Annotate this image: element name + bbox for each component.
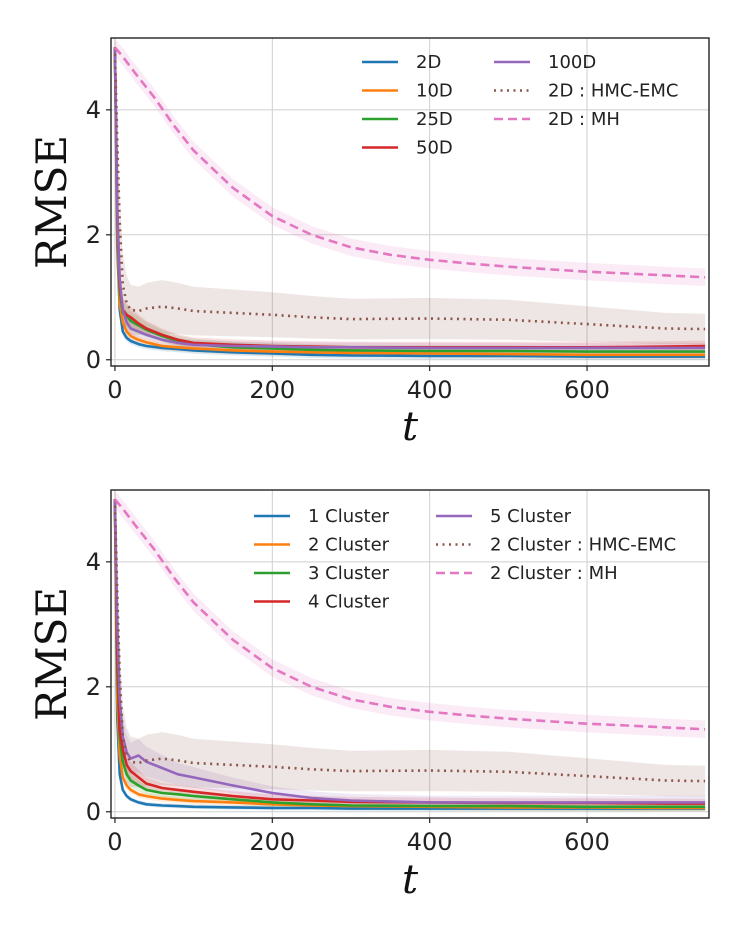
x-tick-label: 200 (249, 376, 295, 404)
confidence-band (114, 38, 706, 286)
top-panel-rmse-by-dimension: 0 200 400 600 0 2 4 RMSE t 2D 10D 25D 50D 100D 2D : HM… (27, 37, 710, 450)
series-line (113, 499, 706, 809)
legend-label: 2D (416, 52, 441, 73)
x-tick-label: 400 (407, 828, 453, 856)
legend-label: 4 Cluster (308, 592, 390, 613)
legend-label: 2D : HMC-EMC (548, 81, 678, 102)
x-axis-label: t (402, 404, 419, 450)
legend-label: 5 Cluster (490, 506, 572, 527)
legend-label: 2D : MH (548, 109, 620, 130)
series-line (113, 47, 706, 358)
series-line (113, 499, 706, 804)
confidence-band (114, 490, 706, 738)
legend-label: 10D (416, 81, 453, 102)
x-tick-label: 200 (249, 828, 295, 856)
confidence-band (114, 38, 706, 345)
y-tick-label: 4 (86, 96, 101, 124)
y-tick-label: 0 (86, 346, 101, 374)
y-tick-label: 2 (86, 673, 101, 701)
y-tick-label: 4 (86, 548, 101, 576)
x-tick-label: 0 (107, 376, 122, 404)
y-tick-label: 0 (86, 798, 101, 826)
axes-frame (110, 37, 710, 367)
x-axis-label: t (402, 857, 419, 903)
series-line (113, 46, 706, 279)
legend-label: 2 Cluster : MH (490, 563, 618, 584)
legend-label: 3 Cluster (308, 563, 390, 584)
series-line (113, 47, 706, 350)
axes-frame (110, 489, 710, 819)
confidence-band (114, 490, 706, 809)
x-tick-label: 0 (107, 828, 122, 856)
y-axis-label: RMSE (27, 587, 76, 721)
legend: 2D 10D 25D 50D 100D 2D : HMC-EMC 2D : MH (362, 52, 678, 159)
legend-label: 25D (416, 109, 453, 130)
series-line (113, 47, 706, 357)
legend-label: 50D (416, 138, 453, 159)
series-line (113, 47, 706, 331)
legend-label: 2 Cluster : HMC-EMC (490, 535, 676, 556)
confidence-band (114, 490, 706, 797)
plot-area (113, 490, 706, 812)
x-tick-label: 400 (407, 376, 453, 404)
y-tick-label: 2 (86, 221, 101, 249)
legend: 1 Cluster 2 Cluster 3 Cluster 4 Cluster 5 Cl… (254, 506, 676, 613)
bottom-panel-rmse-by-cluster: 0 200 400 600 0 2 4 RMSE t 1 Cluster 2 Cluster 3 Cl… (27, 489, 710, 903)
series-line (113, 498, 706, 731)
y-axis-label: RMSE (27, 135, 76, 269)
series-line (113, 499, 706, 783)
plot-area (113, 38, 706, 360)
legend-label: 100D (548, 52, 596, 73)
x-tick-label: 600 (564, 376, 610, 404)
legend-label: 1 Cluster (308, 506, 390, 527)
grid-lines (111, 38, 709, 366)
legend-label: 2 Cluster (308, 535, 390, 556)
x-tick-label: 600 (564, 828, 610, 856)
